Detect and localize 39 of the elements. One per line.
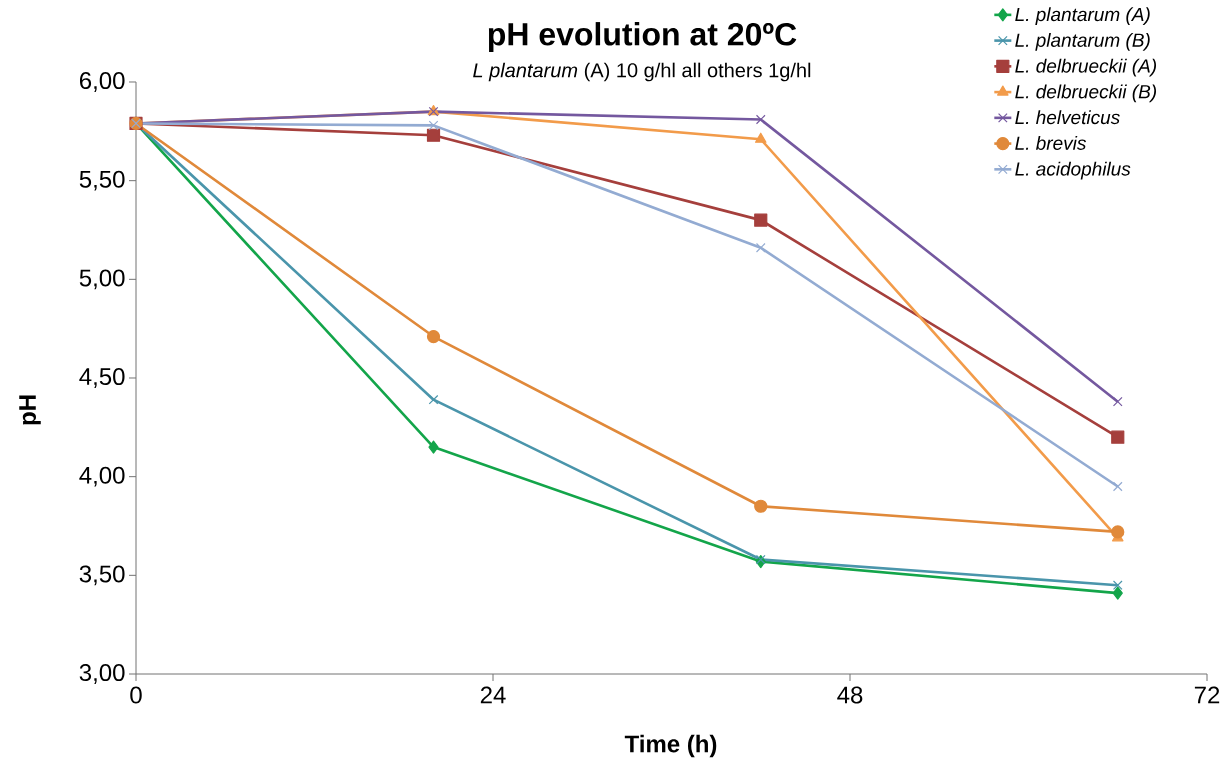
point bbox=[1112, 586, 1123, 600]
legend-label: L. helveticus bbox=[1015, 110, 1120, 125]
point bbox=[754, 499, 768, 513]
point bbox=[1112, 580, 1123, 591]
point bbox=[1111, 430, 1125, 444]
chart-subtitle: L plantarum (A) 10 g/hl all others 1g/hl bbox=[473, 62, 811, 82]
legend-label: L. delbrueckii (A) bbox=[1015, 58, 1157, 77]
chart-title: pH evolution at 20ºC bbox=[488, 22, 797, 52]
point bbox=[1111, 525, 1125, 539]
x-tick-label: 24 bbox=[480, 686, 506, 704]
point bbox=[755, 242, 766, 253]
y-tick-label: 5,00 bbox=[79, 269, 125, 290]
legend-label: L. brevis bbox=[1015, 135, 1086, 150]
legend-label: L. delbrueckii (B) bbox=[1015, 84, 1157, 103]
legend-label: L. plantarum (A) bbox=[1015, 7, 1150, 25]
y-tick-label: 6,00 bbox=[79, 72, 125, 92]
point bbox=[428, 120, 439, 131]
point bbox=[426, 329, 441, 344]
point bbox=[1112, 396, 1123, 407]
point bbox=[754, 132, 767, 143]
y-tick-label: 5,50 bbox=[79, 170, 125, 191]
point bbox=[428, 440, 439, 454]
legend-label: L. plantarum (B) bbox=[1015, 32, 1150, 51]
x-tick-label: 72 bbox=[1194, 686, 1220, 704]
point bbox=[426, 128, 441, 142]
point bbox=[755, 554, 766, 565]
y-tick-label: 4,00 bbox=[79, 466, 125, 487]
point bbox=[755, 114, 766, 125]
x-tick-label: 0 bbox=[130, 686, 142, 704]
y-tick-label: 4,50 bbox=[79, 368, 125, 388]
y-tick-label: 3,00 bbox=[79, 664, 125, 684]
legend-label: L. acidophilus bbox=[1015, 161, 1131, 180]
y-tick-label: 3,50 bbox=[79, 565, 125, 586]
y-axis-title: pH bbox=[19, 395, 41, 425]
point bbox=[1112, 481, 1123, 492]
x-axis-title: Time (h) bbox=[624, 734, 717, 758]
point bbox=[428, 394, 439, 405]
x-tick-label: 48 bbox=[837, 686, 863, 704]
point bbox=[754, 213, 768, 227]
